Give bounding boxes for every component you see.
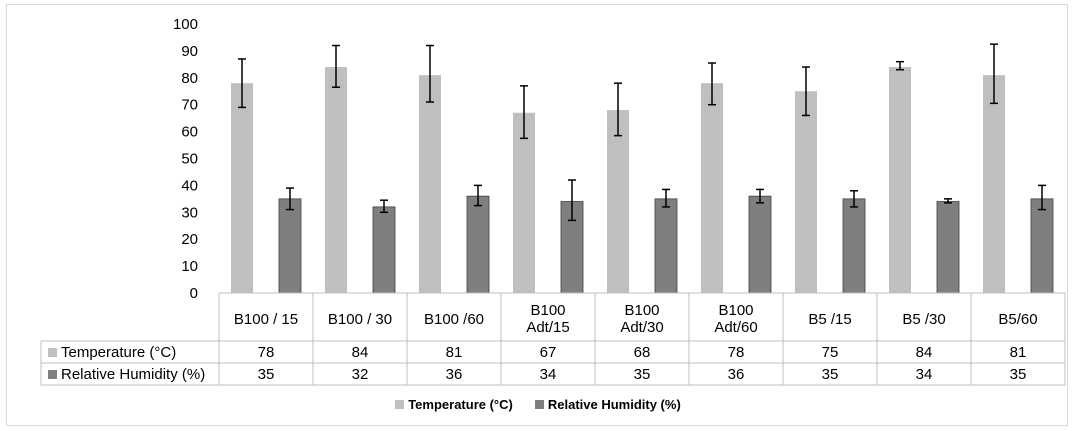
legend: Temperature (°C) Relative Humidity (%) bbox=[7, 397, 1069, 412]
table-cell: 78 bbox=[727, 343, 745, 361]
y-tick-label: 90 bbox=[181, 43, 198, 60]
category-label: B5 /15 bbox=[808, 310, 852, 328]
table-cell: 32 bbox=[351, 365, 369, 383]
table-cell: 35 bbox=[821, 365, 839, 383]
table-cell: 75 bbox=[821, 343, 839, 361]
bar bbox=[889, 67, 911, 293]
category-label: B100 Adt/30 bbox=[620, 302, 664, 336]
category-label: B100 /60 bbox=[423, 310, 485, 328]
bar bbox=[513, 112, 535, 294]
table-cell: 35 bbox=[257, 365, 275, 383]
bar bbox=[1030, 198, 1054, 294]
legend-item-humidity: Relative Humidity (%) bbox=[534, 397, 681, 412]
table-cell: 36 bbox=[727, 365, 745, 383]
humidity-row-label: Relative Humidity (%) bbox=[61, 365, 206, 383]
table-cell: 84 bbox=[915, 343, 933, 361]
category-label: B100 / 15 bbox=[233, 310, 299, 328]
bar bbox=[748, 195, 772, 294]
bar bbox=[701, 83, 723, 294]
legend-swatch-humidity bbox=[534, 400, 544, 409]
bar bbox=[325, 67, 347, 293]
y-tick-label: 60 bbox=[181, 124, 198, 141]
humidity-swatch bbox=[48, 369, 57, 379]
table-cell: 68 bbox=[633, 343, 651, 361]
table-row-label-temperature: Temperature (°C) bbox=[48, 341, 218, 363]
category-label: B100 Adt/60 bbox=[714, 302, 758, 336]
temperature-swatch bbox=[48, 347, 57, 357]
bar bbox=[983, 75, 1005, 293]
chart-frame: 0 10 20 30 40 50 60 70 80 90 100 B100 / 15 B100 / 3… bbox=[6, 4, 1068, 426]
bar bbox=[842, 198, 866, 294]
table-cell: 36 bbox=[445, 365, 463, 383]
y-tick-label: 30 bbox=[181, 204, 198, 221]
y-tick-label: 70 bbox=[181, 97, 198, 114]
table-cell: 34 bbox=[915, 365, 933, 383]
y-tick-label: 0 bbox=[190, 285, 198, 302]
y-tick-label: 80 bbox=[181, 70, 198, 87]
table-cell: 84 bbox=[351, 343, 369, 361]
bar bbox=[795, 91, 817, 293]
y-tick-label: 20 bbox=[181, 231, 198, 248]
bar bbox=[936, 201, 960, 294]
table-row-label-humidity: Relative Humidity (%) bbox=[48, 363, 218, 385]
temperature-row-label: Temperature (°C) bbox=[61, 343, 177, 361]
bar-chart-plot: 0 10 20 30 40 50 60 70 80 90 100 bbox=[40, 16, 1066, 386]
legend-label-temperature: Temperature (°C) bbox=[408, 397, 513, 412]
y-tick-label: 10 bbox=[181, 258, 198, 275]
category-label: B100 / 30 bbox=[327, 310, 393, 328]
y-tick-label: 50 bbox=[181, 151, 198, 168]
category-label: B5 /30 bbox=[902, 310, 946, 328]
table-cell: 81 bbox=[445, 343, 463, 361]
table-cell: 35 bbox=[633, 365, 651, 383]
bar bbox=[419, 75, 441, 293]
y-tick-label: 40 bbox=[181, 177, 198, 194]
y-tick-label: 100 bbox=[173, 16, 198, 33]
table-cell: 35 bbox=[1009, 365, 1027, 383]
table-cell: 78 bbox=[257, 343, 275, 361]
bar bbox=[278, 198, 302, 294]
category-label: B5/60 bbox=[998, 310, 1038, 328]
bar bbox=[607, 110, 629, 293]
bar bbox=[231, 83, 253, 294]
table-cell: 67 bbox=[539, 343, 557, 361]
table-cell: 34 bbox=[539, 365, 557, 383]
table-cell: 81 bbox=[1009, 343, 1027, 361]
bar bbox=[372, 206, 396, 294]
legend-label-humidity: Relative Humidity (%) bbox=[547, 397, 681, 412]
legend-swatch-temperature bbox=[395, 400, 405, 409]
category-label: B100 Adt/15 bbox=[526, 302, 570, 336]
bar bbox=[654, 198, 678, 294]
bar bbox=[466, 195, 490, 294]
legend-item-temperature: Temperature (°C) bbox=[395, 397, 513, 412]
